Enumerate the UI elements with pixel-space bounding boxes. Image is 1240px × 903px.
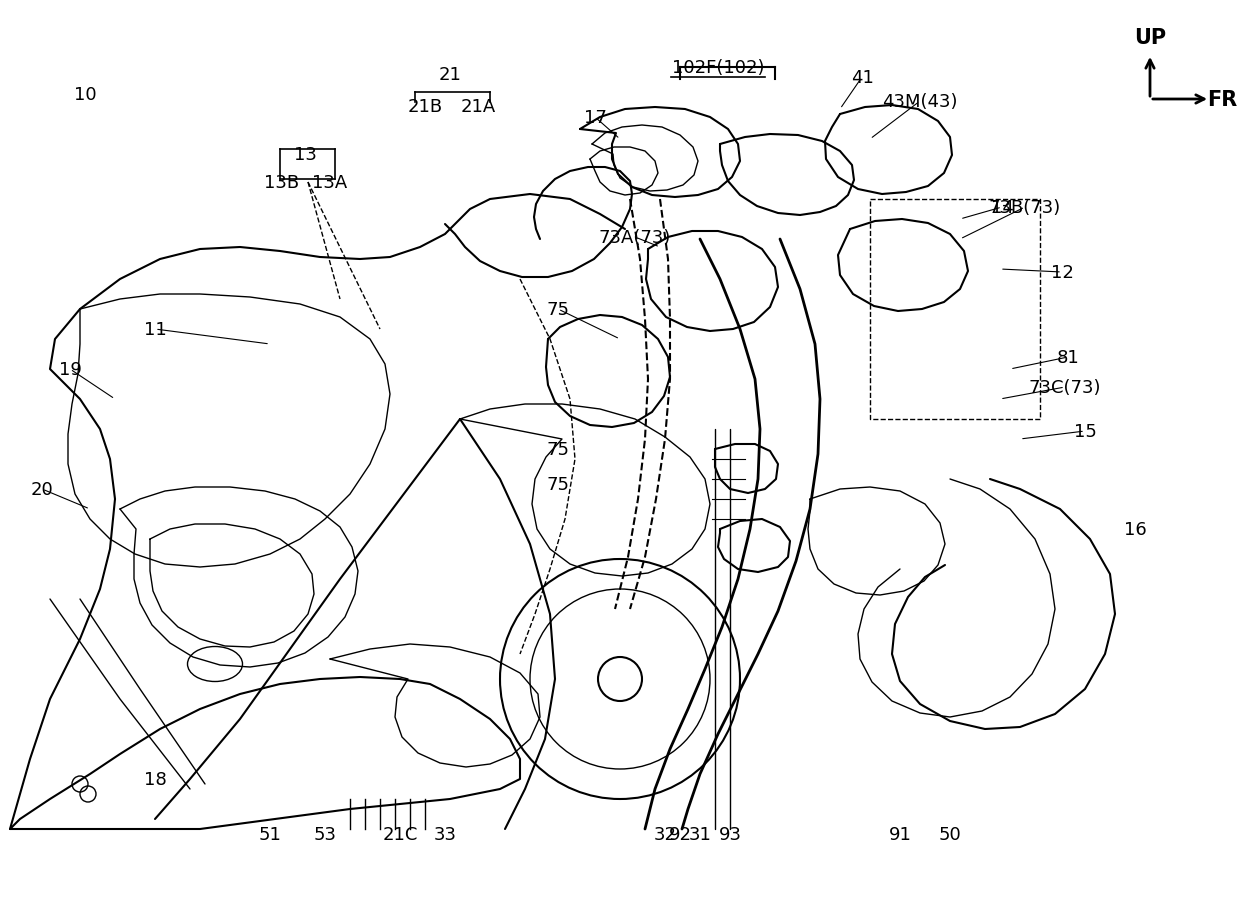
Text: 17: 17 xyxy=(584,109,606,126)
Text: 73C(73): 73C(73) xyxy=(1029,378,1101,396)
Text: 50: 50 xyxy=(939,825,961,843)
Text: 102F(102): 102F(102) xyxy=(672,59,764,77)
Text: 18: 18 xyxy=(144,770,166,788)
Text: 75: 75 xyxy=(547,476,569,493)
Text: 16: 16 xyxy=(1123,520,1146,538)
Text: 33: 33 xyxy=(434,825,456,843)
Text: 75: 75 xyxy=(547,301,569,319)
Text: 13A: 13A xyxy=(312,173,347,191)
Text: 73B(73): 73B(73) xyxy=(988,199,1061,217)
Text: 32: 32 xyxy=(653,825,677,843)
Text: 91: 91 xyxy=(889,825,911,843)
Text: 51: 51 xyxy=(259,825,281,843)
Text: UP: UP xyxy=(1133,28,1166,48)
Text: 21C: 21C xyxy=(382,825,418,843)
Text: 14: 14 xyxy=(991,199,1013,217)
Text: 92: 92 xyxy=(668,825,692,843)
Text: 19: 19 xyxy=(58,360,82,378)
Text: 43M(43): 43M(43) xyxy=(882,93,957,111)
Text: 20: 20 xyxy=(31,480,53,498)
Text: 13: 13 xyxy=(294,146,316,163)
Text: 21A: 21A xyxy=(460,98,496,116)
Text: 75: 75 xyxy=(547,441,569,459)
Text: 41: 41 xyxy=(851,69,873,87)
Text: 21: 21 xyxy=(439,66,461,84)
Text: 21B: 21B xyxy=(408,98,443,116)
Text: 12: 12 xyxy=(1050,264,1074,282)
Text: 53: 53 xyxy=(314,825,336,843)
Text: 11: 11 xyxy=(144,321,166,339)
Text: 13B: 13B xyxy=(264,173,300,191)
Text: 10: 10 xyxy=(73,86,97,104)
Text: 15: 15 xyxy=(1074,423,1096,441)
Text: 93: 93 xyxy=(718,825,742,843)
Text: 73A(73): 73A(73) xyxy=(599,228,671,247)
Text: 31: 31 xyxy=(688,825,712,843)
Text: FR: FR xyxy=(1207,90,1238,110)
Text: 81: 81 xyxy=(1056,349,1079,367)
